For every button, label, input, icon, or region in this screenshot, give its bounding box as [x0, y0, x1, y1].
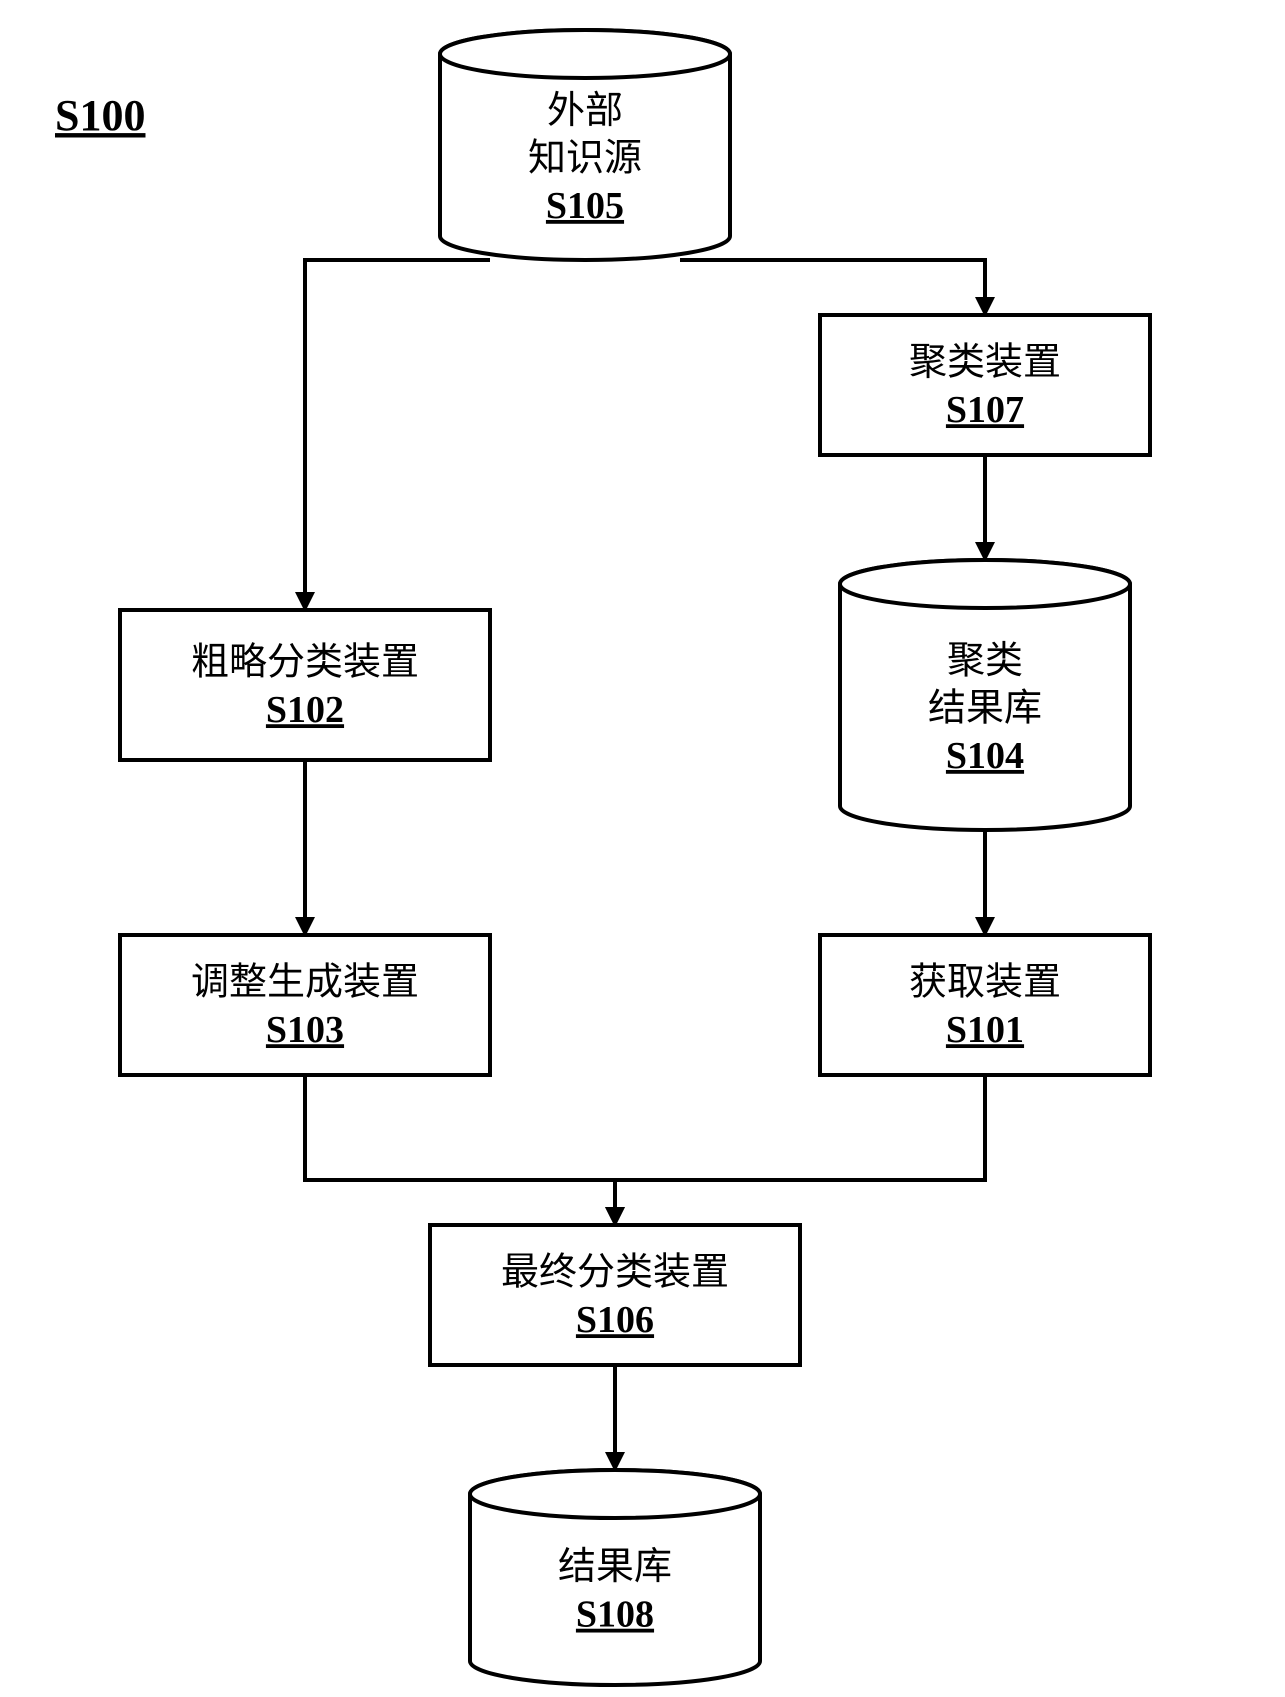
- node-s102-label-0: 粗略分类装置: [191, 642, 419, 684]
- node-s104: 聚类结果库 S104: [840, 560, 1130, 830]
- node-s102: 粗略分类装置 S102: [120, 610, 490, 760]
- node-s106-id: S106: [576, 1299, 654, 1341]
- node-s105: 外部知识源 S105: [440, 30, 730, 260]
- node-s107: 聚类装置 S107: [820, 315, 1150, 455]
- node-s104-id: S104: [946, 735, 1024, 777]
- node-s103-id: S103: [266, 1009, 344, 1051]
- node-s108-id: S108: [576, 1594, 654, 1636]
- node-s106: 最终分类装置 S106: [430, 1225, 800, 1365]
- node-s105-label-1: 知识源: [528, 137, 642, 179]
- node-s107-id: S107: [946, 389, 1024, 431]
- node-s108: 结果库 S108: [470, 1470, 760, 1685]
- node-s105-id: S105: [546, 185, 624, 227]
- node-s104-label-0: 聚类: [947, 640, 1023, 682]
- node-s101-id: S101: [946, 1009, 1024, 1051]
- diagram-id: S100: [55, 91, 145, 140]
- node-s103-label-0: 调整生成装置: [191, 962, 419, 1004]
- node-s107-label-0: 聚类装置: [909, 342, 1061, 384]
- node-s102-id: S102: [266, 689, 344, 731]
- node-s101: 获取装置 S101: [820, 935, 1150, 1075]
- node-s103: 调整生成装置 S103: [120, 935, 490, 1075]
- node-s101-label-0: 获取装置: [909, 962, 1061, 1004]
- node-s108-label-0: 结果库: [558, 1546, 672, 1588]
- node-s104-label-1: 结果库: [928, 687, 1042, 729]
- node-s106-label-0: 最终分类装置: [501, 1252, 729, 1294]
- node-s105-label-0: 外部: [547, 90, 623, 132]
